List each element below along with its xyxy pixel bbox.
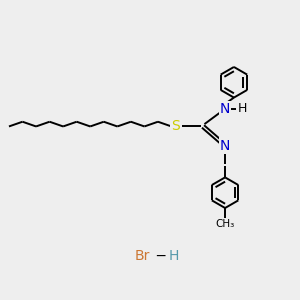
Text: H: H xyxy=(168,249,178,263)
Text: S: S xyxy=(171,119,179,134)
Text: Br: Br xyxy=(135,249,150,263)
Text: H: H xyxy=(238,102,247,115)
Text: CH₃: CH₃ xyxy=(215,219,235,229)
Text: N: N xyxy=(220,139,230,153)
Text: N: N xyxy=(220,102,230,116)
Text: −: − xyxy=(152,249,172,263)
